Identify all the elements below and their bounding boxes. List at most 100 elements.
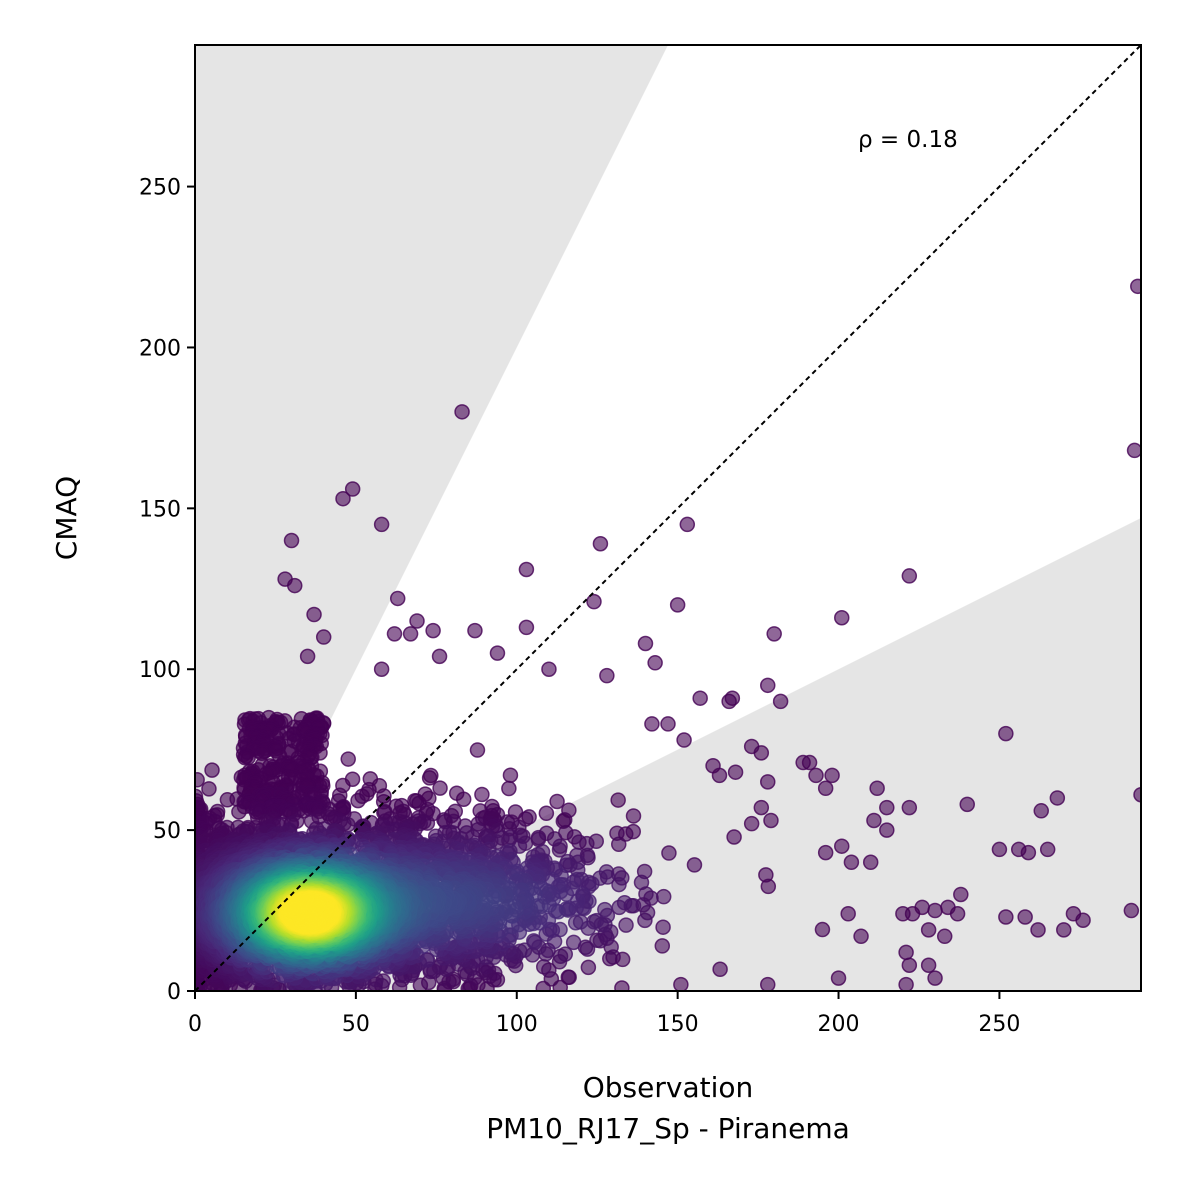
scatter-point — [489, 645, 506, 661]
scatter-point — [469, 742, 486, 758]
scatter-point — [1039, 841, 1056, 858]
scatter-point — [614, 980, 630, 991]
scatter-point — [879, 822, 895, 838]
scatter-point — [611, 876, 627, 893]
scatter-point — [655, 888, 672, 905]
scatter-point — [625, 808, 642, 824]
scatter-point — [315, 629, 332, 645]
scatter-point — [340, 751, 356, 767]
scatter-point — [759, 774, 776, 790]
scatter-point — [998, 909, 1014, 925]
scatter-point — [920, 957, 937, 974]
scatter-point — [743, 815, 760, 832]
scatter-point — [920, 922, 937, 938]
scatter-point — [959, 796, 975, 813]
scatter-point — [712, 961, 728, 978]
scatter-point — [673, 976, 689, 991]
scatter-point — [949, 906, 966, 922]
scatter-point — [599, 667, 615, 684]
scatter-point — [409, 613, 425, 629]
scatter-point — [1030, 922, 1046, 938]
scatter-point — [660, 716, 676, 732]
scatter-point — [1017, 909, 1033, 925]
scatter-point — [879, 799, 895, 816]
scatter-point — [536, 959, 552, 975]
scatter-point — [551, 842, 568, 858]
scatter-point — [760, 976, 776, 991]
scatter-point — [610, 792, 626, 808]
scatter-point — [580, 959, 597, 976]
scatter-point — [557, 946, 574, 962]
scatter-point — [454, 404, 470, 420]
scatter-point — [895, 906, 911, 922]
scatter-point — [592, 535, 609, 552]
scatter-point — [644, 716, 660, 732]
scatter-point — [502, 767, 519, 783]
scatter-point — [953, 886, 969, 903]
scatter-point — [692, 690, 708, 706]
scatter-point — [516, 942, 533, 958]
scatter-point — [350, 792, 366, 809]
scatter-points — [195, 278, 1141, 991]
scatter-point — [389, 590, 406, 607]
scatter-point — [526, 933, 542, 949]
scatter-point — [936, 928, 953, 945]
scatter-point — [843, 854, 860, 871]
scatter-point — [927, 970, 943, 986]
scatter-point — [1056, 922, 1072, 938]
scatter-point — [299, 648, 316, 665]
scatter-point — [560, 969, 577, 985]
scatter-point — [306, 606, 322, 623]
scatter-point — [1123, 902, 1140, 919]
scatter-point — [455, 791, 472, 808]
scatter-point — [201, 781, 217, 797]
scatter-point — [721, 693, 737, 710]
scatter-point — [518, 561, 535, 578]
scatter-point — [840, 906, 856, 922]
scatter-point — [759, 677, 776, 694]
scatter-point — [808, 767, 824, 784]
scatter-point — [824, 767, 840, 784]
scatter-point — [830, 970, 847, 986]
scatter-point — [647, 655, 663, 671]
scatter-point — [538, 805, 555, 822]
scatter-point — [1126, 442, 1141, 459]
scatter-point — [286, 577, 303, 594]
scatter-point — [501, 780, 517, 797]
scatter-point — [567, 915, 584, 931]
scatter-point — [373, 516, 390, 533]
scatter-point — [1133, 786, 1141, 803]
scatter-point — [597, 901, 613, 918]
scatter-point — [817, 844, 834, 861]
scatter-point — [618, 917, 634, 933]
scatter-point — [817, 780, 834, 797]
scatter-point — [898, 944, 914, 961]
scatter-point — [901, 957, 918, 974]
scatter-point — [386, 626, 403, 642]
scatter-point — [753, 799, 770, 816]
scatter-point — [335, 490, 351, 507]
scatter-point — [432, 780, 448, 796]
scatter-point — [431, 648, 448, 665]
scatter-point — [373, 661, 390, 677]
scatter-point — [610, 836, 627, 853]
scatter-point — [344, 481, 361, 497]
scatter-point — [1049, 790, 1066, 806]
scatter-point — [661, 845, 677, 861]
scatter-point — [834, 609, 850, 626]
scatter-point — [866, 812, 882, 829]
scatter-point — [795, 754, 811, 771]
scatter-point — [760, 878, 777, 895]
scatter-point — [766, 626, 782, 642]
scatter-point — [421, 770, 438, 786]
scatter-point — [726, 829, 742, 845]
scatter-point — [654, 938, 671, 954]
scatter-point — [541, 661, 557, 677]
plot-area — [195, 45, 1141, 991]
scatter-point — [565, 934, 582, 951]
scatter-point — [231, 804, 247, 820]
scatter-point — [927, 902, 943, 919]
scatter-point — [753, 745, 770, 761]
scatter-point — [853, 928, 869, 945]
scatter-point — [518, 619, 535, 636]
